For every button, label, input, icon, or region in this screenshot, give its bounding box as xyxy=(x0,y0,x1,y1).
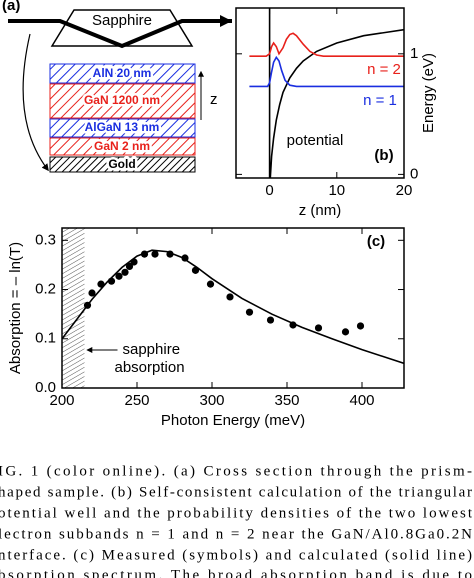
data-point xyxy=(266,316,275,324)
shaded-region xyxy=(62,228,85,388)
y-tick-label: 0.3 xyxy=(35,231,56,248)
data-point xyxy=(226,293,234,301)
caption-line: otential well and the probability densit… xyxy=(0,505,473,521)
layer xyxy=(49,137,196,156)
layer-label: GaN 2 nm xyxy=(94,139,150,153)
caption-line: nterface. (c) Measured (symbols) and cal… xyxy=(0,547,472,563)
x-axis-label: z (nm) xyxy=(299,202,342,219)
panel-label: (b) xyxy=(374,147,393,164)
layer-label: AlN 20 nm xyxy=(93,66,152,80)
y-tick-label: 1 xyxy=(410,45,418,62)
panel-label: (c) xyxy=(367,233,385,250)
y-axis-label: Energy (eV) xyxy=(420,53,437,133)
annotation: absorption xyxy=(115,359,185,376)
curve-label: n = 1 xyxy=(363,92,397,109)
data-point xyxy=(88,289,96,297)
layer-label: GaN 1200 nm xyxy=(84,93,160,107)
curve xyxy=(268,8,404,178)
y-tick-label: 0 xyxy=(410,165,418,182)
data-point xyxy=(206,280,215,288)
curve-label: potential xyxy=(287,132,344,149)
layer xyxy=(49,63,196,84)
caption-line: haped sample. (b) Self-consistent calcul… xyxy=(0,484,472,500)
x-tick-label: 250 xyxy=(124,392,149,409)
beam xyxy=(8,19,232,49)
layer-label: AlGaN 13 nm xyxy=(85,120,160,134)
data-point xyxy=(121,268,129,276)
data-point xyxy=(341,328,350,336)
x-tick-label: 300 xyxy=(199,392,224,409)
x-tick-label: 20 xyxy=(396,182,413,199)
x-tick-label: 400 xyxy=(349,392,374,409)
x-axis-label: Photon Energy (meV) xyxy=(161,412,305,429)
layer xyxy=(49,156,196,173)
plot-frame xyxy=(235,7,405,179)
data-point xyxy=(125,262,134,270)
caption: IG. 1 (color online). (a) Cross section … xyxy=(0,463,473,578)
y-tick-label: 0.1 xyxy=(35,330,56,347)
layer xyxy=(49,83,196,119)
layer-label: Gold xyxy=(108,157,135,171)
beam-arrow xyxy=(220,15,232,27)
data-point xyxy=(151,250,159,258)
layer xyxy=(49,118,196,138)
axis-label: z xyxy=(210,91,218,108)
x-tick-label: 10 xyxy=(328,182,345,199)
caption-line: lectron subbands n = 1 and n = 2 near th… xyxy=(0,526,472,542)
data-point xyxy=(314,324,323,332)
curve xyxy=(249,32,404,57)
data-point xyxy=(115,272,123,280)
annotation: sapphire xyxy=(123,341,181,358)
y-axis-label: Absorption = – ln(T) xyxy=(7,242,24,374)
data-point xyxy=(245,308,254,316)
x-tick-label: 0 xyxy=(265,182,273,199)
curve-label: n = 2 xyxy=(367,61,401,78)
y-tick-label: 0.0 xyxy=(35,379,56,396)
caption-line: IG. 1 (color online). (a) Cross section … xyxy=(0,463,472,479)
prism-label: Sapphire xyxy=(92,12,152,29)
curve xyxy=(62,249,404,365)
curve xyxy=(249,55,404,88)
caption-line: bsorption spectrum. The broad absorption… xyxy=(0,567,472,578)
data-point xyxy=(356,322,365,330)
panel-label: (a) xyxy=(2,0,20,14)
panel-a: (a) Sapphire AlN 20 nm GaN 1200 nm AlGaN… xyxy=(2,0,232,174)
plot-frame xyxy=(61,227,405,389)
x-tick-label: 200 xyxy=(49,392,74,409)
curved-arrow xyxy=(22,33,49,172)
x-tick-label: 350 xyxy=(274,392,299,409)
y-tick-label: 0.2 xyxy=(35,281,56,298)
